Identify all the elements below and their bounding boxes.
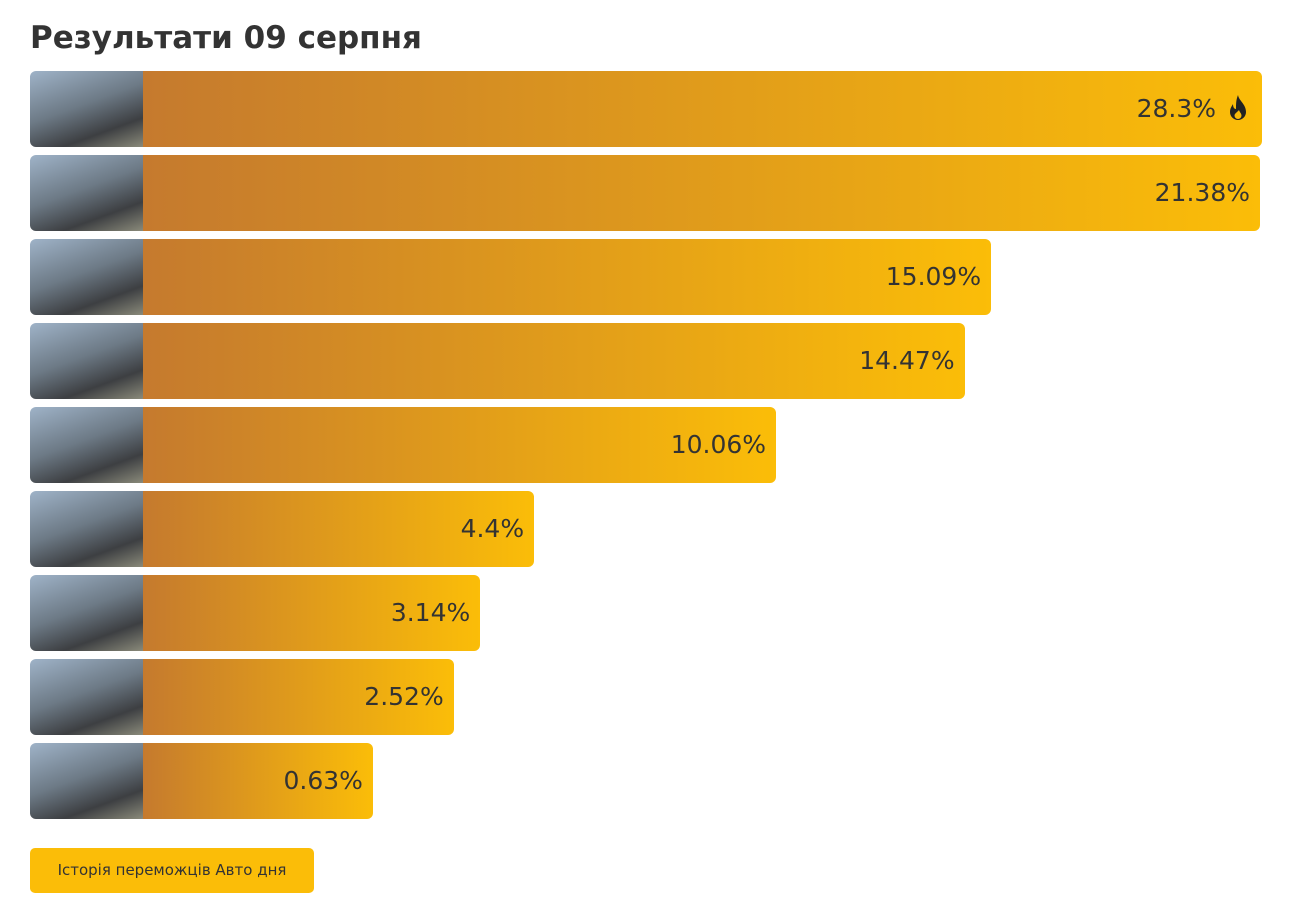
bar — [143, 71, 1262, 147]
bar-row: 14.47% — [30, 323, 965, 399]
bar-row: 4.4% — [30, 491, 535, 567]
car-photo — [30, 155, 143, 231]
bar-row: 0.63% — [30, 743, 373, 819]
value-label: 3.14% — [390, 598, 471, 627]
bar-row: 28.3% — [30, 71, 1262, 147]
bar-row: 2.52% — [30, 659, 454, 735]
value-label: 2.52% — [364, 682, 444, 711]
history-button[interactable]: Історія переможців Авто дня — [30, 848, 314, 893]
bar — [143, 659, 454, 735]
value-label: 4.4% — [460, 514, 525, 543]
car-photo — [30, 659, 143, 735]
value-label: 28.3% — [1136, 94, 1216, 123]
bar — [143, 323, 965, 399]
bar — [143, 155, 1260, 231]
bar — [143, 407, 777, 483]
car-photo — [30, 575, 143, 651]
value-label: 10.06% — [670, 430, 767, 459]
car-photo — [30, 71, 143, 147]
car-photo — [30, 323, 143, 399]
car-photo — [30, 491, 143, 567]
value-label: 14.47% — [859, 346, 955, 375]
value-label: 21.38% — [1154, 178, 1250, 207]
title: Результати 09 серпня — [30, 20, 422, 56]
fire-shape — [1230, 95, 1246, 120]
bar — [143, 743, 373, 819]
bar — [143, 575, 481, 651]
value-label: 15.09% — [885, 262, 982, 291]
value-label: 0.63% — [283, 766, 363, 795]
bar-row: 3.14% — [30, 575, 481, 651]
bar-row: 10.06% — [30, 407, 777, 483]
fire-icon — [1230, 95, 1246, 120]
bar — [143, 239, 992, 315]
car-photo — [30, 239, 143, 315]
bar — [143, 491, 535, 567]
car-photo — [30, 743, 143, 819]
car-photo — [30, 407, 143, 483]
bar-row: 21.38% — [30, 155, 1260, 231]
bar-row: 15.09% — [30, 239, 992, 315]
